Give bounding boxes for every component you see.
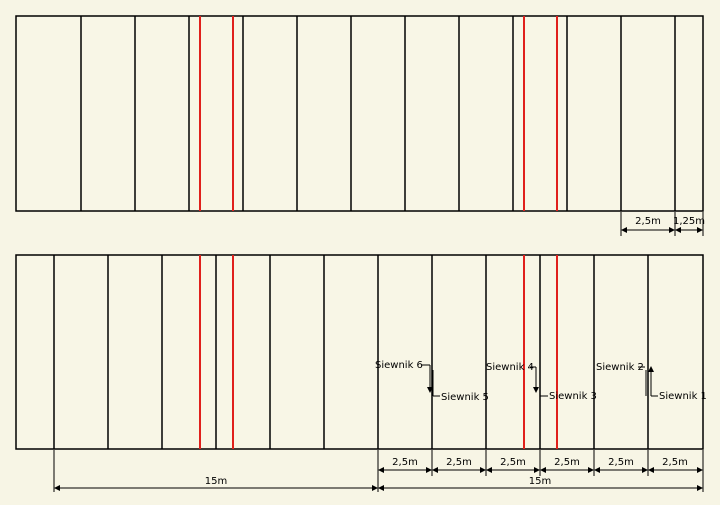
sprayer-4-label: Siewnik 4 — [486, 362, 534, 373]
bottom-field-panel — [15, 254, 704, 450]
bottom-dim-large-label-1: 15m — [205, 476, 227, 487]
bottom-field-border — [15, 254, 704, 450]
bottom-dim-label-2: 2,5m — [446, 457, 472, 468]
sprayer-6-label: Siewnik 6 — [375, 360, 423, 371]
sprayer-1-label: Siewnik 1 — [659, 391, 707, 402]
bottom-dim-label-6: 2,5m — [662, 457, 688, 468]
bottom-dim-label-5: 2,5m — [608, 457, 634, 468]
top-field-panel — [15, 15, 704, 212]
bottom-dim-large-label-2: 15m — [529, 476, 551, 487]
top-dimensions: 2,5m 1,25m — [620, 212, 705, 236]
top-field-border — [15, 15, 704, 212]
top-dim-label-2: 1,25m — [673, 216, 705, 227]
bottom-dim-label-3: 2,5m — [500, 457, 526, 468]
top-field-dividers — [80, 16, 676, 211]
bottom-dim-label-4: 2,5m — [554, 457, 580, 468]
bottom-field-tramlines — [199, 255, 558, 449]
top-dim-label-1: 2,5m — [635, 216, 661, 227]
sprayer-2-label: Siewnik 2 — [596, 362, 644, 373]
sprayer-5-label: Siewnik 5 — [441, 392, 489, 403]
sprayer-markers: Siewnik 6 Siewnik 5 Siewnik 4 Siewnik 3 … — [375, 360, 707, 403]
bottom-dim-label-1: 2,5m — [392, 457, 418, 468]
bottom-dimensions: 2,5m 2,5m 2,5m 2,5m 2,5m 2,5m 15m 15m — [53, 450, 704, 492]
sprayer-3-label: Siewnik 3 — [549, 391, 597, 402]
bottom-field-dividers — [53, 255, 649, 449]
top-field-tramlines — [199, 16, 558, 211]
